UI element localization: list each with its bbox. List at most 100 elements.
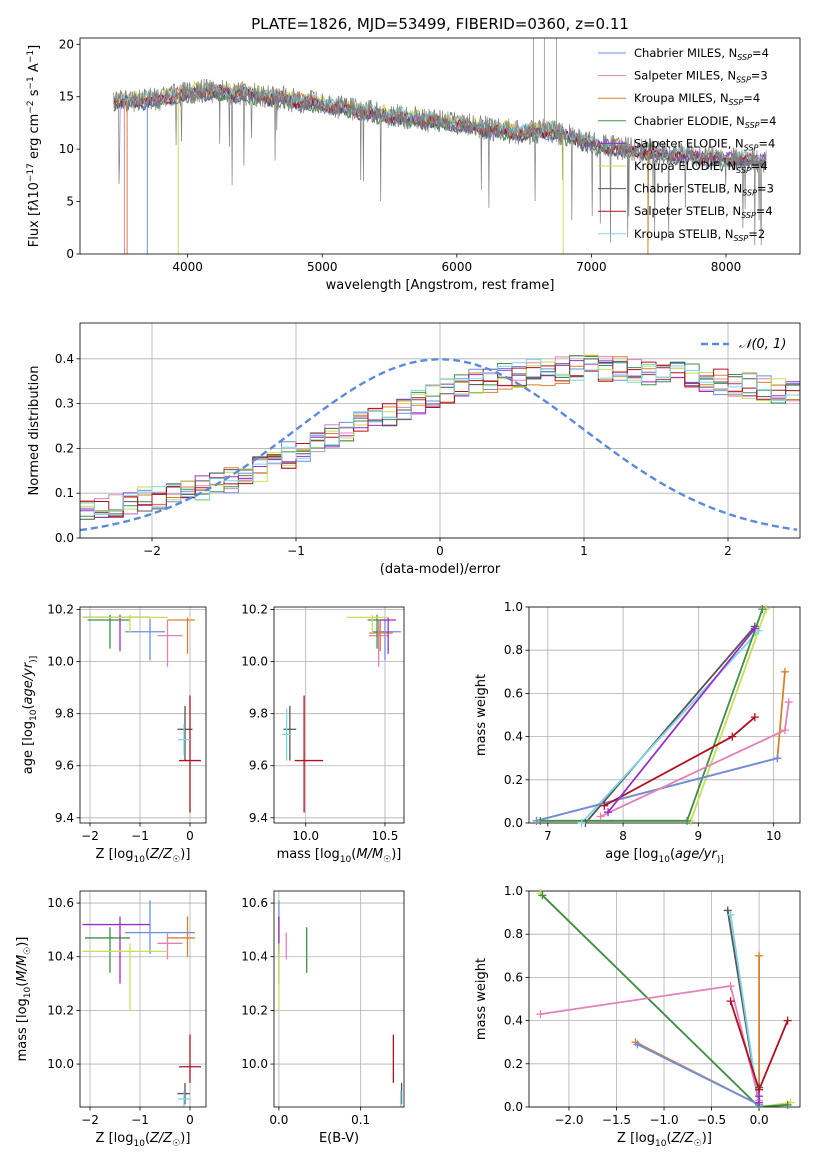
weight-line-chabrier_stelib xyxy=(584,625,756,823)
x-tick-label: 2 xyxy=(724,544,732,558)
weight-marker-chabrier_miles xyxy=(633,1040,642,1049)
y-tick-label: 9.8 xyxy=(55,707,74,721)
spectrum-plot-area xyxy=(113,38,767,254)
y-tick-label: 10.4 xyxy=(241,950,268,964)
mass_vs_ebv-axes: 0.0 0.1 10.0 10.2 10.4 10.6 E(B-V) xyxy=(241,890,405,1146)
residuals-plot-area xyxy=(80,354,800,532)
weight-line-chabrier_elodie xyxy=(541,894,788,1107)
y-tick-label: 0.1 xyxy=(55,486,74,500)
legend-label-chabrier_stelib: Chabrier STELIB, NSSP=3 xyxy=(634,182,774,198)
x-tick-label: 0 xyxy=(436,544,444,558)
weight-line-salpeter_stelib xyxy=(603,716,756,807)
legend-label-salpeter_elodie: Salpeter ELODIE, NSSP=4 xyxy=(634,136,775,152)
y-tick-label: 0.8 xyxy=(504,643,523,657)
y-tick-label: 15 xyxy=(59,90,74,104)
x-tick-label: 4000 xyxy=(172,260,203,274)
normal-curve xyxy=(80,358,798,532)
x-axis-label: E(B-V) xyxy=(319,1131,359,1146)
y-tick-label: 10.2 xyxy=(241,603,268,617)
y-tick-label: 0.6 xyxy=(504,686,523,700)
legend-label-kroupa_elodie: Kroupa ELODIE, NSSP=4 xyxy=(634,159,768,175)
x-axis-label: age [log10(age/yr)] xyxy=(605,847,723,865)
y-tick-label: 0.8 xyxy=(504,927,523,941)
x-tick-label: 9 xyxy=(695,829,703,843)
y-axis-label: Flux [fλ10−17 erg cm−2 s−1 A−1] xyxy=(26,45,42,247)
y-tick-label: 10.0 xyxy=(241,1057,268,1071)
y-tick-label: 10.6 xyxy=(47,896,74,910)
y-tick-label: 9.6 xyxy=(55,759,74,773)
weight-marker-chabrier_miles xyxy=(532,816,541,825)
residual-histogram-chabrier_elodie xyxy=(80,355,800,518)
y-axis-label: mass weight xyxy=(474,674,489,756)
y-tick-label: 0.0 xyxy=(504,1100,523,1114)
y-tick-label: 10.6 xyxy=(241,896,268,910)
weight-marker-chabrier_stelib xyxy=(723,906,732,915)
x-axis-label: Z [log10(Z/Z☉)] xyxy=(617,1131,712,1149)
x-tick-label: 1 xyxy=(580,544,588,558)
mass_weight_vs_age-plot-area xyxy=(536,608,790,823)
x-tick-label: −1 xyxy=(287,544,305,558)
mass_weight_vs_age-frame xyxy=(528,606,801,824)
y-tick-label: 0.4 xyxy=(504,1014,523,1028)
legend-label-chabrier_elodie: Chabrier ELODIE, NSSP=4 xyxy=(634,114,776,130)
x-tick-label: −2 xyxy=(81,1113,99,1127)
mass_vs_Z-frame xyxy=(79,890,207,1108)
y-tick-label: 0.2 xyxy=(55,441,74,455)
mass_weight_vs_Z-axes: −2.0 −1.5 −1.0 −0.5 0.0 0.0 0.2 0.4 0.6 0.8 1.0 Z [… xyxy=(474,884,801,1149)
x-tick-label: 5000 xyxy=(307,260,338,274)
y-tick-label: 9.4 xyxy=(55,811,74,825)
weight-marker-salpeter_stelib xyxy=(726,997,735,1006)
legend-label-salpeter_stelib: Salpeter STELIB, NSSP=4 xyxy=(634,204,773,220)
weight-marker-salpeter_miles xyxy=(726,982,735,991)
weight-line-kroupa_elodie xyxy=(536,608,767,822)
weight-marker-salpeter_stelib xyxy=(600,801,609,810)
y-tick-label: 20 xyxy=(59,37,74,51)
weight-marker-chabrier_miles xyxy=(773,754,782,763)
x-tick-label: 7 xyxy=(544,829,552,843)
x-tick-label: −1 xyxy=(131,829,149,843)
y-tick-label: 0.2 xyxy=(504,1057,523,1071)
weight-marker-kroupa_miles xyxy=(755,951,764,960)
y-axis-label: mass [log10(M/M☉)] xyxy=(15,937,33,1062)
x-tick-label: 0.1 xyxy=(351,1113,370,1127)
y-tick-label: 0.0 xyxy=(504,816,523,830)
y-tick-label: 0.4 xyxy=(55,352,74,366)
weight-marker-chabrier_elodie xyxy=(783,1100,792,1109)
x-tick-label: 0 xyxy=(186,1113,194,1127)
weight-marker-salpeter_stelib xyxy=(783,1016,792,1025)
y-tick-label: 10.2 xyxy=(241,1003,268,1017)
residual-histogram-salpeter_stelib xyxy=(80,361,800,518)
y-tick-label: 0.6 xyxy=(504,970,523,984)
y-tick-label: 0 xyxy=(66,247,74,261)
y-tick-label: 0.3 xyxy=(55,397,74,411)
weight-line-chabrier_miles xyxy=(636,1043,760,1106)
x-tick-label: −2 xyxy=(143,544,161,558)
x-axis-label: mass [log10(M/M☉)] xyxy=(277,847,402,865)
x-tick-label: −1 xyxy=(131,1113,149,1127)
weight-marker-kroupa_stelib xyxy=(577,819,586,827)
weight-marker-chabrier_elodie xyxy=(758,605,767,614)
x-tick-label: −2.0 xyxy=(554,1113,583,1127)
y-tick-label: 5 xyxy=(66,195,74,209)
age_vs_Z-frame xyxy=(79,606,207,824)
mass_vs_ebv-plot-area xyxy=(278,900,403,1107)
x-tick-label: 0 xyxy=(186,829,194,843)
x-tick-label: 0.0 xyxy=(269,1113,288,1127)
spectrum-frame xyxy=(79,37,801,255)
weight-marker-salpeter_miles xyxy=(780,726,789,735)
mass_vs_Z-axes: −2 −1 0 10.0 10.2 10.4 10.6 Z [log10(Z/Z☉)] mass… xyxy=(15,890,207,1149)
x-axis-label: (data-model)/error xyxy=(380,562,501,577)
spectrum-legend: Chabrier MILES, NSSP=4 Salpeter MILES, NS… xyxy=(598,46,776,243)
x-tick-label: −2 xyxy=(81,829,99,843)
y-axis-label: age [log10(age/yr)] xyxy=(21,656,39,774)
y-axis-label: Normed distribution xyxy=(27,366,42,496)
x-tick-label: −1.5 xyxy=(602,1113,631,1127)
weight-marker-salpeter_miles xyxy=(784,698,793,707)
y-tick-label: 10.0 xyxy=(241,655,268,669)
weight-marker-salpeter_miles xyxy=(536,1010,545,1019)
residuals-axes: −2 −1 0 1 2 0.0 0.1 0.2 0.3 0.4 𝒩(0, 1) (data-model… xyxy=(27,322,801,577)
y-tick-label: 0.4 xyxy=(504,730,523,744)
model-spectrum-kroupa_stelib xyxy=(113,81,767,165)
age_vs_mass-axes: 10.0 10.5 9.4 9.6 9.8 10.0 10.2 mass [log10(M/M… xyxy=(241,603,405,865)
legend-label-salpeter_miles: Salpeter MILES, NSSP=3 xyxy=(634,69,768,85)
